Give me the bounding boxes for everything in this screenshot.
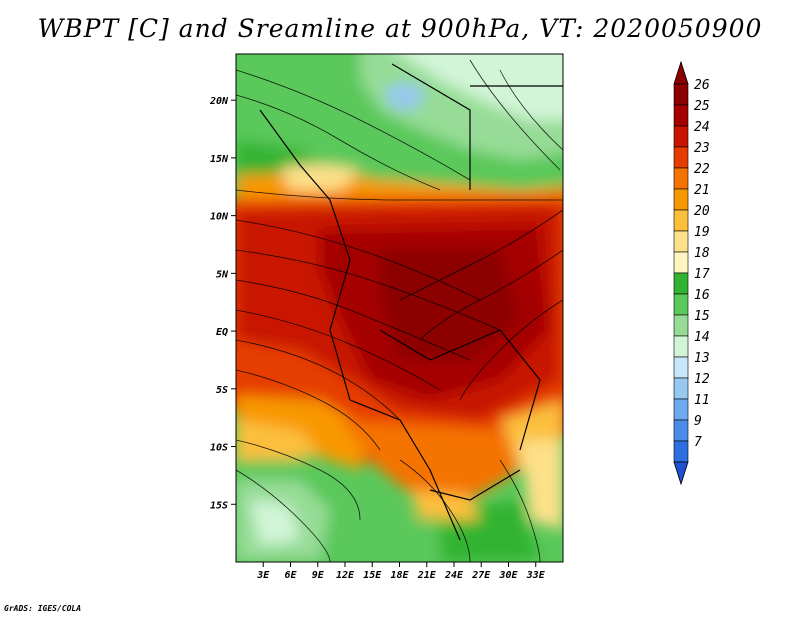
colorbar-swatch — [673, 398, 689, 421]
colorbar-label: 23 — [694, 141, 710, 156]
lat-tick-label: EQ — [216, 327, 228, 338]
lon-tick-label: 30E — [498, 570, 518, 581]
map-title: WBPT [C] and Sreamline at 900hPa, VT: 20… — [37, 14, 763, 43]
colorbar-label: 9 — [694, 414, 702, 429]
colorbar-label: 14 — [694, 330, 710, 345]
colorbar-bottom-arrow — [673, 461, 689, 486]
colorbar-top-arrow — [673, 60, 689, 85]
colorbar-swatch — [673, 167, 689, 190]
lon-tick-label: 9E — [312, 570, 325, 581]
colorbar-swatch — [673, 125, 689, 148]
lon-tick-label: 18E — [390, 570, 409, 581]
colorbar-label: 12 — [694, 372, 710, 387]
lon-tick-label: 15E — [363, 570, 382, 581]
country-borders — [259, 63, 563, 541]
colorbar-label: 22 — [694, 162, 710, 177]
streamlines — [236, 59, 563, 562]
colorbar-label: 20 — [694, 204, 710, 219]
lon-tick-label: 21E — [417, 570, 437, 581]
lat-tick-label: 5N — [216, 269, 229, 280]
wbpt-shaded-field — [236, 54, 563, 562]
colorbar-swatch — [673, 83, 689, 106]
lon-tick-label: 33E — [526, 570, 546, 581]
colorbar-swatch — [673, 356, 689, 379]
colorbar-label: 13 — [694, 351, 710, 366]
colorbar-label: 7 — [694, 435, 702, 450]
colorbar-label: 11 — [694, 393, 710, 408]
colorbar-swatch — [673, 146, 689, 169]
lon-tick-label: 24E — [444, 570, 464, 581]
lon-tick-label: 6E — [284, 570, 297, 581]
colorbar-swatch — [673, 419, 689, 442]
lon-tick-label: 27E — [471, 570, 491, 581]
colorbar-swatch — [673, 293, 689, 316]
colorbar-label: 26 — [694, 78, 710, 93]
colorbar-swatch — [673, 272, 689, 295]
longitude-axis: 3E 6E 9E 12E 15E 18E 21E 24E 27E 30E 33E — [256, 562, 546, 581]
lon-tick-label: 12E — [336, 570, 355, 581]
colorbar-label: 25 — [694, 99, 710, 114]
lat-tick-label: 15N — [210, 154, 229, 165]
colorbar-swatch — [673, 104, 689, 127]
colorbar-swatch — [673, 188, 689, 211]
colorbar-label: 17 — [694, 267, 710, 282]
colorbar-label: 16 — [694, 288, 710, 303]
lat-tick-label: 15S — [210, 500, 228, 511]
colorbar: 26 25 24 23 22 21 20 19 18 17 16 15 14 13 12 11 9 7 — [673, 60, 710, 486]
colorbar-label: 15 — [694, 309, 710, 324]
grads-credit: GrADS: IGES/COLA — [4, 604, 82, 613]
lat-tick-label: 20N — [209, 96, 229, 107]
colorbar-swatch — [673, 251, 689, 274]
colorbar-swatch — [673, 314, 689, 337]
colorbar-swatch — [673, 209, 689, 232]
colorbar-swatch — [673, 377, 689, 400]
colorbar-label: 19 — [694, 225, 710, 240]
colorbar-label: 18 — [694, 246, 710, 261]
latitude-axis: 20N 15N 10N 5N EQ 5S 10S 15S — [209, 96, 236, 511]
colorbar-label: 21 — [694, 183, 710, 198]
colorbar-swatch — [673, 440, 689, 463]
lon-tick-label: 3E — [256, 570, 270, 581]
lat-tick-label: 10S — [210, 443, 228, 454]
colorbar-swatch — [673, 230, 689, 253]
lat-tick-label: 10N — [210, 212, 229, 223]
colorbar-label: 24 — [694, 120, 710, 135]
lat-tick-label: 5S — [216, 385, 228, 396]
colorbar-swatch — [673, 335, 689, 358]
